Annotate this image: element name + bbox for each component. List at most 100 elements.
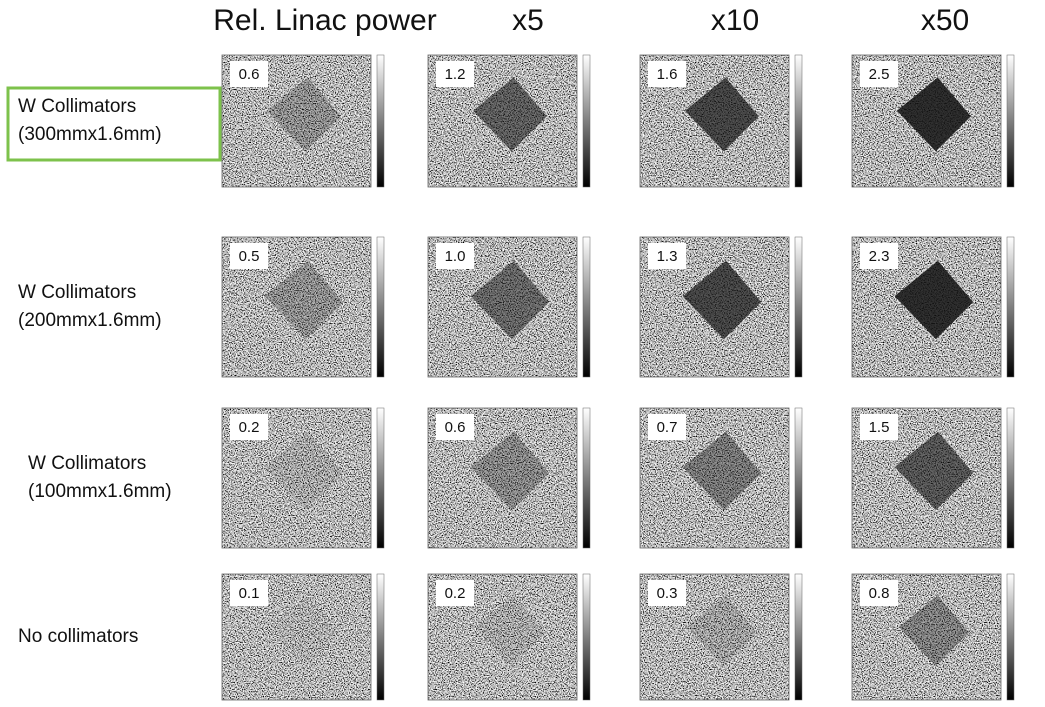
image-frame	[639, 573, 790, 701]
value-label: 0.2	[239, 419, 260, 436]
image-panel: 1.0	[427, 236, 591, 378]
target-shape	[686, 595, 758, 666]
colorbar	[1006, 236, 1015, 378]
target-shape	[898, 595, 970, 666]
value-box	[436, 580, 474, 606]
column-header: x50	[921, 4, 969, 37]
value-box	[860, 414, 898, 440]
value-box	[230, 61, 268, 87]
value-label: 2.5	[869, 66, 890, 83]
target-shape	[682, 260, 762, 340]
target-shape	[894, 431, 974, 511]
image-panel: 2.5	[851, 54, 1015, 188]
value-label: 0.3	[657, 585, 678, 602]
value-label: 0.1	[239, 585, 260, 602]
target-shape	[894, 260, 974, 340]
colorbar	[376, 573, 385, 701]
value-label: 2.3	[869, 248, 890, 265]
colorbar	[794, 54, 803, 188]
image-panel: 0.5	[221, 236, 385, 378]
image-frame	[851, 407, 1002, 549]
highlight-box	[6, 86, 222, 162]
image-panel: 2.3	[851, 236, 1015, 378]
image-panel: 0.1	[221, 573, 385, 701]
value-box	[230, 414, 268, 440]
image-panel: 0.6	[221, 54, 385, 188]
value-box	[436, 61, 474, 87]
value-box	[436, 414, 474, 440]
colorbar	[794, 407, 803, 549]
value-label: 0.6	[239, 66, 260, 83]
image-panel: 0.3	[639, 573, 803, 701]
row-label: (300mmx1.6mm)	[18, 124, 162, 145]
image-frame	[639, 236, 790, 378]
image-panel: 0.6	[427, 407, 591, 549]
value-box	[860, 580, 898, 606]
value-box	[648, 61, 686, 87]
image-panel: 1.2	[427, 54, 591, 188]
value-label: 1.6	[657, 66, 678, 83]
colorbar	[376, 54, 385, 188]
target-shape	[264, 431, 344, 511]
row-label: (100mmx1.6mm)	[28, 481, 172, 502]
image-frame	[851, 54, 1002, 188]
image-panel: 1.3	[639, 236, 803, 378]
value-box	[860, 61, 898, 87]
value-box	[648, 243, 686, 269]
image-frame	[427, 236, 578, 378]
value-label: 1.0	[445, 248, 466, 265]
target-shape	[472, 77, 547, 152]
target-shape	[474, 595, 546, 666]
value-label: 1.3	[657, 248, 678, 265]
colorbar	[376, 236, 385, 378]
colorbar	[1006, 407, 1015, 549]
image-frame	[221, 407, 372, 549]
row-label: W Collimators	[28, 453, 146, 474]
value-label: 0.2	[445, 585, 466, 602]
target-shape	[266, 77, 341, 152]
target-shape	[684, 77, 759, 152]
image-frame	[639, 54, 790, 188]
image-panel: 1.5	[851, 407, 1015, 549]
value-box	[230, 243, 268, 269]
colorbar	[1006, 54, 1015, 188]
row-label: W Collimators	[18, 282, 136, 303]
colorbar	[794, 236, 803, 378]
colorbar	[376, 407, 385, 549]
colorbar	[582, 573, 591, 701]
target-shape	[682, 431, 762, 511]
target-shape	[268, 595, 340, 666]
colorbar	[582, 407, 591, 549]
value-label: 0.5	[239, 248, 260, 265]
target-shape	[470, 431, 550, 511]
value-box	[860, 243, 898, 269]
image-frame	[221, 54, 372, 188]
image-panel: 0.8	[851, 573, 1015, 701]
value-label: 0.6	[445, 419, 466, 436]
value-label: 1.2	[445, 66, 466, 83]
value-label: 0.8	[869, 585, 890, 602]
value-label: 1.5	[869, 419, 890, 436]
image-frame	[427, 407, 578, 549]
image-frame	[639, 407, 790, 549]
image-panel: 0.7	[639, 407, 803, 549]
value-box	[436, 243, 474, 269]
row-label: (200mmx1.6mm)	[18, 310, 162, 331]
image-panel: 1.6	[639, 54, 803, 188]
target-shape	[264, 260, 344, 340]
value-box	[648, 580, 686, 606]
column-header: Rel. Linac power	[213, 4, 436, 37]
image-frame	[427, 573, 578, 701]
image-frame	[221, 573, 372, 701]
row-label: W Collimators	[18, 96, 136, 117]
target-shape	[896, 77, 971, 152]
image-panel: 0.2	[427, 573, 591, 701]
value-box	[648, 414, 686, 440]
target-shape	[470, 260, 550, 340]
colorbar	[582, 54, 591, 188]
image-frame	[427, 54, 578, 188]
colorbar	[582, 236, 591, 378]
image-frame	[851, 573, 1002, 701]
colorbar	[1006, 573, 1015, 701]
